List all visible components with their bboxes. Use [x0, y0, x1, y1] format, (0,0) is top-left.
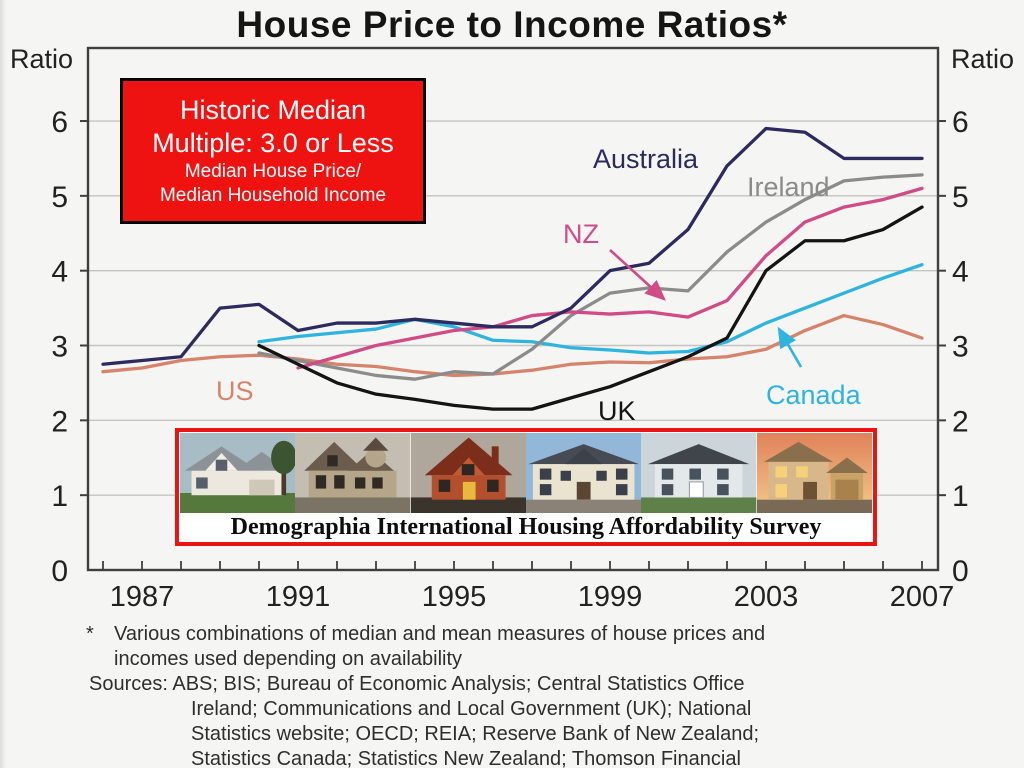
- house-photo-strip: [179, 432, 873, 513]
- annotation-line-4: Median Household Income: [159, 185, 387, 206]
- series-label-australia: Australia: [593, 144, 699, 174]
- x-axis-label-1991: 1991: [266, 581, 331, 613]
- annotation-line-2: Multiple: 3.0 or Less: [152, 128, 394, 158]
- y-axis-title-right: Ratio: [951, 44, 1014, 74]
- house-photo-sunset-luxury: [756, 433, 872, 513]
- label-arrow-canada: [777, 326, 803, 368]
- annotation-line-3: Median House Price/: [184, 161, 362, 182]
- historic-median-annotation-box: Historic Median Multiple: 3.0 or Less Me…: [120, 78, 426, 224]
- y-axis-label-left-4: 4: [51, 256, 68, 289]
- y-axis-label-right-4: 4: [952, 256, 969, 289]
- series-line-ireland: [257, 173, 924, 381]
- house-price-income-chart: 0 0 1 1 2 2 3 3 4 4 5 5 6 6 1987 1991 1995 1999 2003 2007 Ra…: [10, 44, 1014, 613]
- house-photo-cream-townhouses: [525, 433, 642, 513]
- y-axis-label-left-1: 1: [51, 480, 68, 513]
- footnote-line-2: incomes used depending on availability: [114, 648, 463, 670]
- white-gabled-house-art: [180, 433, 296, 513]
- y-axis-label-right-5: 5: [952, 181, 969, 214]
- annotation-line-1: Historic Median: [179, 95, 367, 125]
- y-axis-label-right-0: 0: [952, 555, 969, 588]
- house-photo-red-brick: [410, 433, 526, 513]
- x-axis-label-1999: 1999: [578, 581, 643, 613]
- footnote-asterisk: *: [86, 623, 94, 645]
- x-axis-label-2007: 2007: [890, 581, 955, 613]
- series-line-australia: [101, 126, 924, 366]
- footnote-line-4: Ireland; Communications and Local Govern…: [191, 698, 752, 720]
- series-label-nz: NZ: [563, 219, 599, 249]
- series-label-us: US: [216, 376, 254, 406]
- y-axis-label-left-6: 6: [51, 106, 68, 139]
- series-line-nz: [296, 186, 924, 370]
- house-photo-white-gabled: [180, 433, 296, 513]
- label-arrow-nz: [609, 249, 666, 301]
- footnote-line-6: Statistics Canada; Statistics New Zealan…: [191, 748, 741, 768]
- footnote-sources-line: Sources: ABS; BIS; Bureau of Economic An…: [89, 673, 745, 695]
- page-title: House Price to Income Ratios*: [236, 4, 788, 45]
- demographia-survey-banner: Demographia International Housing Afford…: [175, 428, 877, 546]
- house-photo-white-colonial: [641, 433, 757, 513]
- white-colonial-house-art: [641, 433, 757, 513]
- series-label-uk: UK: [598, 396, 636, 426]
- y-axis-label-left-5: 5: [51, 181, 68, 214]
- sunset-luxury-house-art: [756, 433, 872, 513]
- cream-townhouses-art: [525, 433, 642, 513]
- series-label-ireland: Ireland: [747, 172, 830, 202]
- slide-edge-shade: [0, 0, 6, 768]
- red-brick-house-art: [410, 433, 526, 513]
- series-label-canada: Canada: [766, 380, 862, 410]
- x-axis-label-1995: 1995: [422, 581, 487, 613]
- y-axis-label-right-6: 6: [952, 106, 969, 139]
- plot-frame: [86, 46, 940, 572]
- x-axis-label-1987: 1987: [110, 581, 175, 613]
- banner-caption: Demographia International Housing Afford…: [179, 513, 873, 542]
- y-axis-label-right-3: 3: [952, 331, 969, 364]
- series-line-uk: [257, 205, 924, 411]
- y-axis-label-left-3: 3: [51, 331, 68, 364]
- x-axis-label-2003: 2003: [734, 581, 799, 613]
- y-axis-label-right-2: 2: [952, 405, 969, 438]
- y-axis-label-left-2: 2: [51, 405, 68, 438]
- stone-victorian-house-art: [295, 433, 411, 513]
- y-axis-label-left-0: 0: [51, 555, 68, 588]
- y-axis-title-left: Ratio: [10, 44, 73, 74]
- y-axis-label-right-1: 1: [952, 480, 969, 513]
- footnote-line-1: Various combinations of median and mean …: [114, 623, 766, 645]
- footnote-line-5: Statistics website; OECD; REIA; Reserve …: [191, 723, 759, 745]
- series-line-canada: [257, 263, 924, 355]
- house-photo-stone-victorian: [295, 433, 411, 513]
